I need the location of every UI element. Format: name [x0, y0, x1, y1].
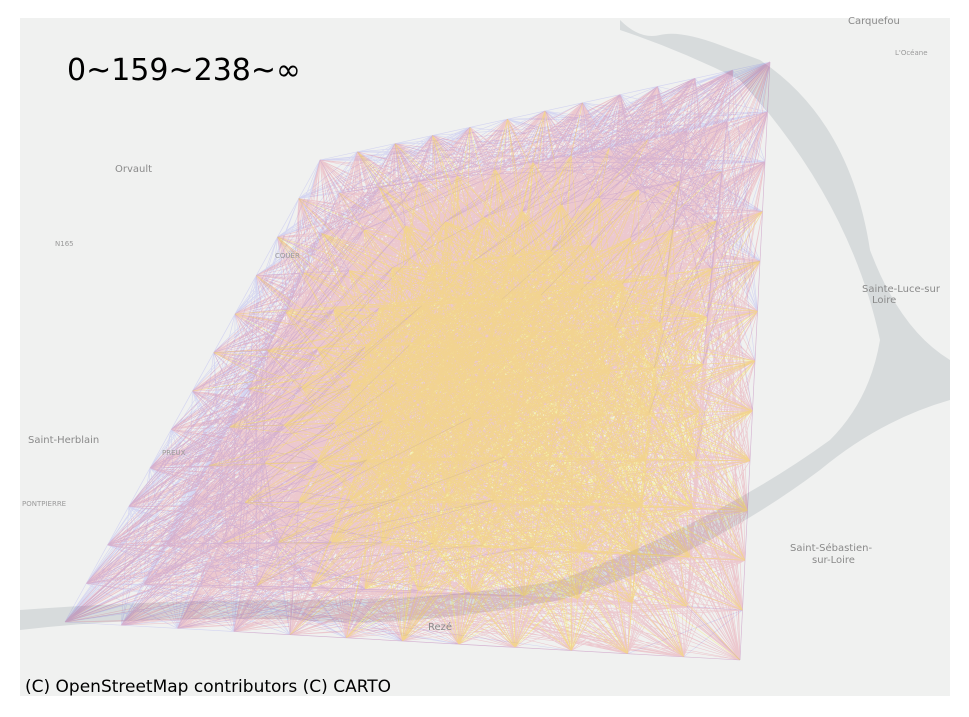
place-label: COUËR — [275, 251, 300, 260]
place-label: N165 — [55, 240, 74, 248]
flow-lines — [64, 61, 771, 661]
place-label: PREUX — [162, 449, 186, 457]
place-label: Orvault — [115, 164, 152, 175]
place-label: Loire — [872, 295, 896, 306]
place-label: L'Océane — [895, 49, 928, 57]
place-label: Carquefou — [848, 16, 900, 27]
place-label: Sainte-Luce-sur — [862, 284, 941, 295]
attribution: (C) OpenStreetMap contributors (C) CARTO — [25, 677, 391, 697]
place-label: Saint-Sébastien- — [790, 542, 872, 554]
place-label: sur-Loire — [812, 555, 855, 566]
legend-text: 0~159~238~∞ — [67, 53, 301, 88]
place-label: PONTPIERRE — [22, 500, 66, 508]
place-label: Rezé — [428, 621, 452, 633]
flow-red — [64, 61, 771, 661]
flow-yellow — [192, 102, 763, 661]
flow-blue — [64, 61, 771, 661]
place-label: Saint-Herblain — [28, 435, 99, 446]
